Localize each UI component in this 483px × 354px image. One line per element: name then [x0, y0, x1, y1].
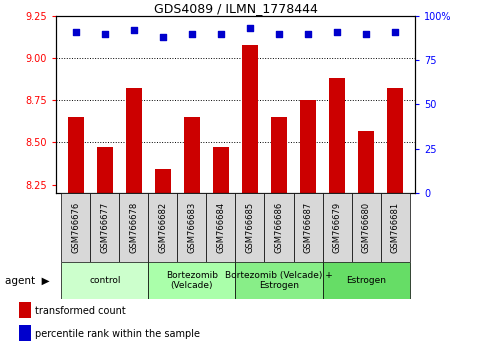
Text: GSM766678: GSM766678	[129, 202, 139, 253]
Bar	[236, 193, 265, 262]
Bar	[323, 193, 352, 262]
Bar	[352, 193, 381, 262]
Text: percentile rank within the sample: percentile rank within the sample	[35, 329, 200, 339]
Point	[362, 31, 370, 36]
Text: GSM766676: GSM766676	[71, 202, 80, 253]
Bar	[236, 262, 323, 299]
Point	[159, 34, 167, 40]
Bar	[206, 193, 236, 262]
Bar	[177, 193, 206, 262]
Text: GSM766687: GSM766687	[303, 202, 313, 253]
Bar	[387, 88, 403, 193]
Bar	[329, 78, 345, 193]
Point	[246, 25, 254, 31]
Point	[391, 29, 399, 35]
Point	[101, 31, 109, 36]
Point	[333, 29, 341, 35]
Text: GSM766680: GSM766680	[362, 202, 370, 253]
Bar	[19, 325, 30, 342]
Text: GSM766682: GSM766682	[158, 202, 168, 253]
Bar	[358, 131, 374, 193]
Bar	[213, 147, 229, 193]
Text: control: control	[89, 276, 121, 285]
Bar	[300, 100, 316, 193]
Bar	[381, 193, 410, 262]
Text: GSM766683: GSM766683	[187, 202, 197, 253]
Point	[130, 27, 138, 33]
Point	[304, 31, 312, 36]
Bar	[97, 147, 113, 193]
Bar	[126, 88, 142, 193]
Bar	[19, 302, 30, 319]
Text: GSM766686: GSM766686	[274, 202, 284, 253]
Text: agent  ▶: agent ▶	[5, 275, 49, 286]
Text: Estrogen: Estrogen	[346, 276, 386, 285]
Bar	[61, 262, 148, 299]
Bar	[90, 193, 119, 262]
Bar	[265, 193, 294, 262]
Text: GSM766684: GSM766684	[216, 202, 226, 253]
Text: GSM766677: GSM766677	[100, 202, 109, 253]
Text: Bortezomib (Velcade) +
Estrogen: Bortezomib (Velcade) + Estrogen	[225, 271, 333, 290]
Text: GSM766685: GSM766685	[245, 202, 255, 253]
Bar	[148, 193, 177, 262]
Bar	[155, 169, 171, 193]
Bar	[61, 193, 90, 262]
Bar	[294, 193, 323, 262]
Bar	[271, 117, 287, 193]
Bar	[242, 45, 258, 193]
Title: GDS4089 / ILMN_1778444: GDS4089 / ILMN_1778444	[154, 2, 317, 15]
Text: GSM766681: GSM766681	[391, 202, 399, 253]
Text: transformed count: transformed count	[35, 306, 126, 316]
Bar	[323, 262, 410, 299]
Text: Bortezomib
(Velcade): Bortezomib (Velcade)	[166, 271, 218, 290]
Point	[188, 31, 196, 36]
Bar	[148, 262, 236, 299]
Point	[275, 31, 283, 36]
Bar	[119, 193, 148, 262]
Bar	[184, 117, 200, 193]
Text: GSM766679: GSM766679	[332, 202, 341, 253]
Point	[72, 29, 80, 35]
Point	[217, 31, 225, 36]
Bar	[68, 117, 84, 193]
